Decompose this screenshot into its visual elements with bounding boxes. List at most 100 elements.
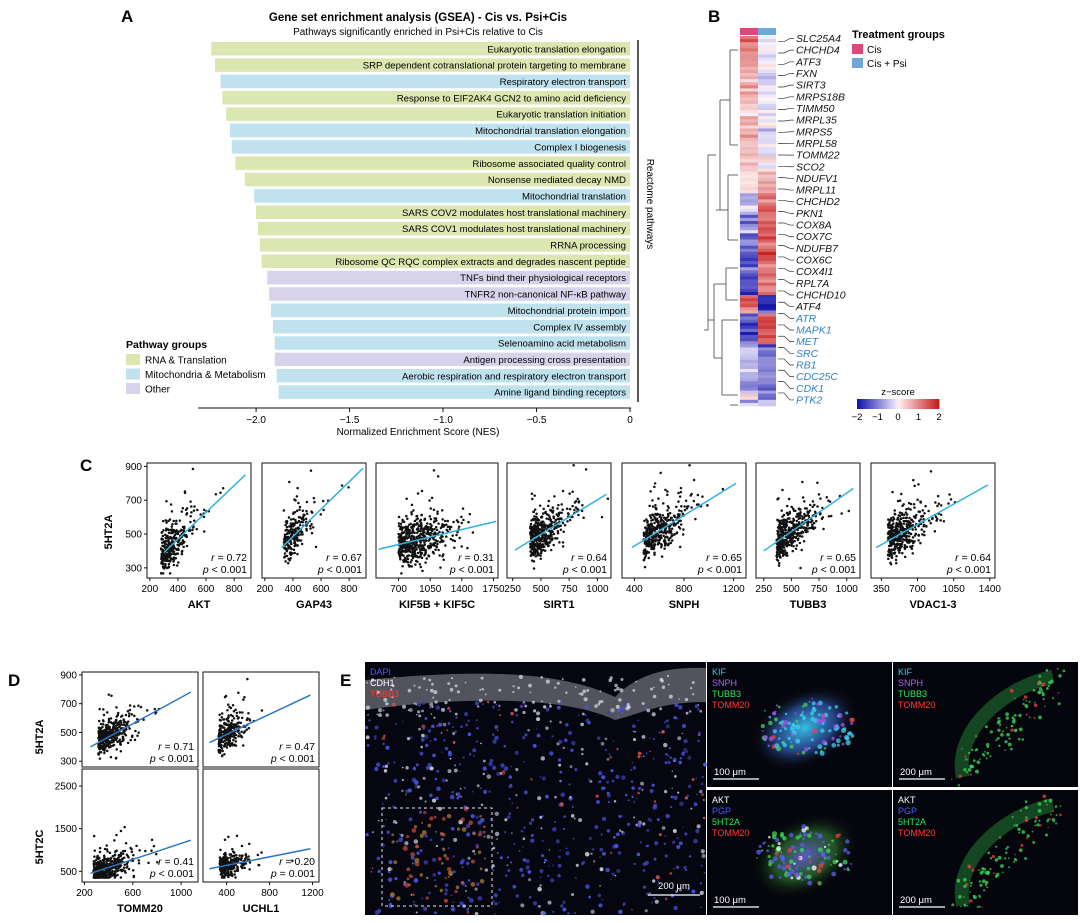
scatter-point: [907, 501, 911, 505]
scatter-point: [670, 527, 674, 530]
heatmap-cell: [758, 103, 776, 108]
scatter-point: [223, 753, 226, 756]
scatter-point: [453, 539, 457, 543]
scatter-point: [102, 743, 105, 746]
scatter-point: [105, 862, 109, 865]
scatter-point: [551, 530, 554, 534]
scatter-point: [416, 527, 419, 531]
scatter-point: [313, 500, 316, 504]
scatter-point: [133, 738, 137, 742]
scatter-point: [164, 519, 168, 522]
tissue-signal: [444, 883, 449, 887]
scatter-point: [895, 523, 898, 527]
heatmap-cell: [758, 261, 776, 265]
scatter-point: [654, 512, 657, 516]
colorbar-step: [895, 399, 899, 409]
heatmap-cell: [758, 307, 776, 311]
scatter-point: [421, 533, 425, 537]
colorbar-step: [914, 399, 917, 409]
tissue-signal: [411, 861, 415, 865]
scatter-point: [420, 489, 424, 493]
scatter-point: [235, 711, 239, 715]
scatter-point: [537, 536, 541, 539]
tissue-signal: [465, 889, 467, 892]
heatmap-cell: [758, 316, 776, 320]
scatter-point: [401, 520, 405, 524]
tissue-signal: [613, 836, 616, 839]
scatter-point: [896, 538, 900, 541]
tissue-signal: [498, 708, 500, 711]
tissue-signal: [519, 867, 524, 872]
scatter-point: [449, 537, 453, 541]
tissue-signal: [499, 856, 503, 860]
tissue-signal: [515, 767, 519, 772]
scatter-point: [398, 547, 401, 551]
scatter-point: [448, 525, 451, 529]
tissue-signal: [600, 833, 603, 836]
tissue-signal: [448, 709, 452, 713]
scatter-point: [697, 503, 700, 506]
scatter-point: [690, 506, 693, 509]
scatter-point: [907, 532, 910, 535]
gsea-x-tick-label: −2.0: [246, 415, 266, 426]
scatter-point: [530, 492, 534, 495]
scatter-point: [656, 533, 659, 536]
x-tick-label: 1200: [722, 584, 745, 595]
scatter-point: [115, 756, 118, 760]
scatter-point: [230, 741, 234, 745]
scatter-point: [229, 728, 232, 731]
scatter-point: [233, 870, 237, 873]
scatter-point: [223, 838, 227, 842]
x-tick-label: 1400: [451, 584, 474, 595]
tissue-signal: [551, 864, 555, 867]
scatter-point: [260, 709, 264, 712]
scatter-point: [109, 867, 113, 870]
scatter-point: [397, 524, 401, 528]
scatter-point: [223, 739, 227, 743]
scatter-point: [293, 528, 297, 531]
scatter-point: [283, 555, 287, 558]
scatter-point: [666, 509, 669, 512]
scatter-point: [244, 857, 247, 860]
tissue-signal: [432, 798, 437, 803]
legend-swatch-cis-psi: [852, 58, 863, 68]
tissue-signal: [495, 703, 498, 706]
scatter-point: [606, 497, 610, 500]
gsea-bar: [231, 140, 631, 154]
heatmap-cell: [758, 279, 776, 283]
gsea-bar-label: Response to EIF2AK4 GCN2 to amino acid d…: [397, 93, 627, 104]
heatmap-cell: [758, 184, 776, 188]
scatter-point: [560, 503, 563, 506]
heatmap-cell: [740, 196, 758, 200]
scatter-point: [799, 508, 802, 511]
tissue-signal: [683, 739, 688, 744]
panel-letter-e: E: [340, 671, 351, 690]
heatmap-cell: [740, 119, 758, 123]
gsea-bar: [276, 369, 630, 383]
heatmap-cell: [740, 171, 758, 176]
scatter-point: [648, 504, 651, 508]
tissue-signal: [381, 736, 386, 741]
tissue-signal: [385, 818, 387, 821]
panel-a-gsea-chart: A Gene set enrichment analysis (GSEA) - …: [121, 7, 655, 438]
scatter-point: [103, 751, 106, 755]
scatter-point: [220, 738, 224, 741]
scatter-point: [802, 540, 806, 543]
scatter-point: [409, 542, 412, 545]
tissue-signal: [525, 859, 530, 864]
scatter-point: [909, 521, 912, 525]
scatter-point: [920, 528, 923, 531]
scatter-point: [305, 529, 308, 532]
heatmap-cell: [758, 341, 776, 345]
scatter-point: [897, 514, 900, 517]
heatmap-cell: [758, 375, 776, 379]
scatter-point: [901, 534, 905, 537]
scatter-point: [407, 549, 410, 553]
heatmap-cell: [740, 103, 758, 108]
tissue-signal: [460, 725, 463, 728]
x-tick-label: 350: [873, 584, 890, 595]
scatter-point: [803, 512, 806, 516]
scatter-point: [416, 517, 420, 520]
scatter-point: [679, 486, 683, 490]
